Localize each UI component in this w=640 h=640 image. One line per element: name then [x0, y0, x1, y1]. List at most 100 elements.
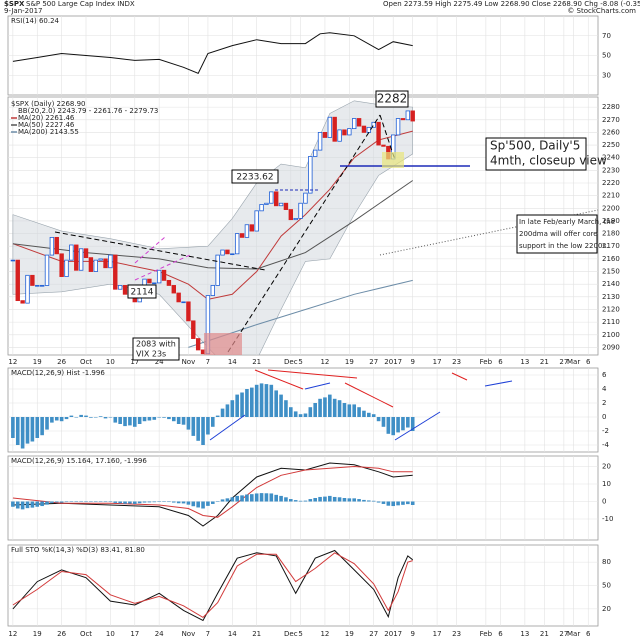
- candle: [49, 236, 55, 256]
- histogram-bar: [279, 394, 283, 417]
- y-tick-label: 0: [602, 413, 606, 421]
- candle: [356, 118, 362, 127]
- histogram-bar: [352, 498, 356, 502]
- candle: [230, 253, 235, 256]
- histogram-bar: [410, 501, 415, 505]
- x-tick-label: 2017: [384, 358, 402, 366]
- x-tick-label: 10: [106, 358, 115, 366]
- candle: [215, 254, 220, 286]
- y-tick-label: 2210: [602, 192, 620, 200]
- candle: [283, 202, 289, 210]
- candle: [308, 156, 313, 194]
- histogram-bar: [381, 417, 386, 427]
- panel-title: Full STO %K(14,3) %D(3) 83.41, 81.80: [11, 546, 145, 554]
- x-tick-label: 12: [320, 358, 329, 366]
- x-tick-label: 12: [8, 630, 17, 638]
- y-tick-label: -4: [602, 441, 610, 449]
- x-tick-label: 5: [298, 630, 302, 638]
- histogram-bar: [245, 389, 249, 417]
- candle: [239, 233, 245, 238]
- histogram-bar: [328, 394, 332, 417]
- histogram-bar: [245, 494, 249, 502]
- candle: [113, 254, 118, 290]
- histogram-bar: [103, 417, 108, 419]
- x-tick-label: 27: [369, 358, 378, 366]
- histogram-bar: [371, 500, 376, 502]
- x-tick-label: 14: [228, 630, 237, 638]
- x-tick-label: 27: [559, 358, 568, 366]
- histogram-bar: [132, 501, 137, 504]
- y-tick-label: 80: [602, 558, 611, 566]
- histogram-bar: [323, 496, 327, 502]
- histogram-bar: [406, 417, 410, 428]
- credit: © StockCharts.com: [567, 7, 636, 15]
- divergence-line: [344, 382, 394, 408]
- legend-entry: MA(20) 2261.46: [18, 114, 75, 122]
- candle: [312, 149, 318, 157]
- histogram-bar: [64, 501, 69, 503]
- annotation: In late Feb/early March, the: [519, 218, 615, 226]
- histogram-bar: [406, 501, 410, 505]
- candle: [142, 278, 147, 286]
- y-tick-label: 70: [602, 32, 611, 40]
- divergence-line: [394, 411, 441, 441]
- x-tick-label: 21: [540, 358, 549, 366]
- x-tick-label: 2017: [384, 630, 402, 638]
- x-tick-label: 17: [130, 630, 139, 638]
- histogram-bar: [15, 417, 20, 445]
- x-tick-label: 23: [452, 630, 461, 638]
- y-tick-label: 2170: [602, 242, 620, 250]
- candle: [69, 244, 74, 261]
- x-tick-label: 13: [520, 358, 529, 366]
- y-tick-label: 2150: [602, 268, 620, 276]
- histogram-bar: [98, 501, 103, 502]
- panel-title: MACD(12,26,9) Hist -1.996: [11, 369, 105, 377]
- line: [12, 462, 413, 527]
- candle: [54, 236, 59, 255]
- panel-frame: [7, 367, 599, 453]
- histogram-bar: [142, 417, 147, 422]
- candle: [395, 118, 401, 136]
- y-tick-label: 2250: [602, 141, 620, 149]
- histogram-bar: [376, 501, 381, 503]
- y-tick-label: 2220: [602, 179, 620, 187]
- candle: [288, 209, 294, 221]
- y-tick-label: 2270: [602, 116, 620, 124]
- histogram-bar: [137, 417, 142, 424]
- candle: [103, 258, 108, 269]
- candle: [25, 274, 30, 304]
- histogram-bar: [89, 501, 93, 502]
- histogram-bar: [220, 499, 225, 502]
- histogram-bar: [259, 383, 264, 417]
- y-tick-label: 2120: [602, 305, 620, 313]
- histogram-bar: [284, 400, 288, 417]
- histogram-bar: [357, 499, 361, 502]
- x-tick-label: 6: [586, 630, 591, 638]
- histogram-bar: [386, 501, 391, 506]
- histogram-bar: [254, 384, 259, 417]
- histogram-bar: [15, 501, 20, 509]
- candle: [117, 285, 123, 290]
- histogram-bar: [74, 501, 79, 502]
- candle: [88, 257, 94, 272]
- histogram-bar: [108, 501, 113, 502]
- histogram-bar: [264, 384, 269, 417]
- y-tick-label: 50: [602, 582, 611, 590]
- y-tick-label: 20: [602, 605, 611, 613]
- histogram-bar: [45, 501, 49, 505]
- x-tick-label: 6: [586, 358, 591, 366]
- histogram-bar: [303, 413, 308, 417]
- x-tick-label: Feb: [480, 630, 493, 638]
- histogram-bar: [93, 501, 98, 502]
- histogram-bar: [289, 499, 293, 502]
- divergence-line: [304, 382, 331, 390]
- histogram-bar: [50, 417, 54, 423]
- histogram-bar: [206, 417, 210, 435]
- histogram-bar: [128, 501, 132, 504]
- x-tick-label: 19: [345, 630, 354, 638]
- trendline: [54, 231, 266, 271]
- candle: [176, 292, 181, 303]
- label-box: [375, 90, 409, 108]
- histogram-bar: [279, 495, 283, 502]
- x-tick-label: Nov: [182, 630, 196, 638]
